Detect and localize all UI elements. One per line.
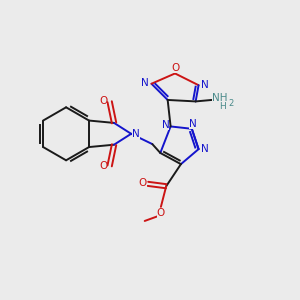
Text: H: H bbox=[219, 102, 226, 111]
Text: N: N bbox=[189, 119, 197, 129]
Text: N: N bbox=[201, 80, 209, 90]
Text: O: O bbox=[171, 63, 179, 73]
Text: N: N bbox=[141, 78, 149, 88]
Text: O: O bbox=[99, 161, 107, 172]
Text: O: O bbox=[157, 208, 165, 218]
Text: NH: NH bbox=[212, 93, 227, 103]
Text: 2: 2 bbox=[228, 99, 234, 108]
Text: N: N bbox=[201, 144, 208, 154]
Text: N: N bbox=[162, 120, 170, 130]
Text: N: N bbox=[132, 129, 140, 139]
Text: O: O bbox=[139, 178, 147, 188]
Text: O: O bbox=[99, 96, 107, 106]
